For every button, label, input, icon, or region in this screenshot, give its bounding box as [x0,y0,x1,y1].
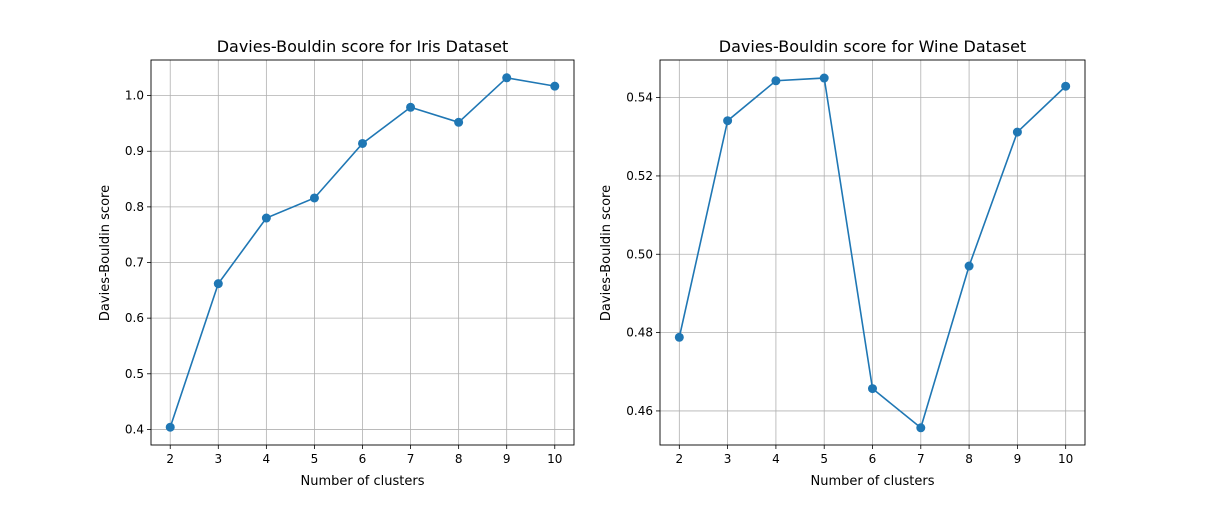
chart-title: Davies-Bouldin score for Iris Dataset [217,37,509,56]
data-point [406,102,416,112]
data-point [723,116,733,126]
y-tick-label: 0.46 [626,404,653,418]
x-tick-label: 4 [263,452,271,466]
data-point [165,422,175,432]
x-tick-label: 2 [675,452,683,466]
y-tick-label: 0.50 [626,247,653,261]
x-tick-label: 10 [1058,452,1073,466]
y-tick-label: 0.8 [125,200,144,214]
data-point [550,81,560,91]
data-point [502,73,512,83]
data-point [1012,127,1022,137]
x-tick-label: 7 [917,452,925,466]
y-tick-label: 0.5 [125,367,144,381]
y-tick-label: 1.0 [125,89,144,103]
data-point [916,423,926,433]
x-tick-label: 5 [820,452,828,466]
x-tick-label: 6 [359,452,367,466]
wine-chart: Davies-Bouldin score for Wine Dataset Nu… [599,37,1086,489]
x-tick-label: 9 [1014,452,1022,466]
y-tick-label: 0.9 [125,144,144,158]
x-tick-label: 8 [965,452,973,466]
y-tick-label: 0.54 [626,91,653,105]
x-tick-label: 10 [547,452,562,466]
y-tick-label: 0.48 [626,326,653,340]
data-point [771,76,781,86]
x-tick-label: 7 [407,452,415,466]
data-point [964,261,974,271]
x-tick-label: 9 [503,452,511,466]
x-tick-label: 3 [214,452,222,466]
x-tick-label: 2 [166,452,174,466]
y-tick-label: 0.7 [125,256,144,270]
x-tick-label: 6 [869,452,877,466]
y-tick-label: 0.4 [125,422,144,436]
grid [151,60,574,445]
y-axis-label: Davies-Bouldin score [98,185,113,321]
y-axis-label: Davies-Bouldin score [599,185,614,321]
plot-frame [659,59,1086,446]
chart-title: Davies-Bouldin score for Wine Dataset [719,37,1026,56]
data-point [309,193,319,203]
data-point [868,384,877,394]
x-axis-label: Number of clusters [810,474,934,489]
y-tick-label: 0.52 [626,169,653,183]
data-point [819,73,829,83]
x-tick-label: 4 [772,452,780,466]
data-point [454,117,464,127]
data-point [674,332,684,342]
x-tick-label: 3 [724,452,732,466]
data-point [1061,81,1071,91]
data-point [213,279,223,289]
data-point [358,138,367,148]
grid [660,60,1085,445]
x-tick-label: 5 [311,452,319,466]
x-tick-label: 8 [455,452,463,466]
plot-frame [150,59,575,446]
y-tick-label: 0.6 [125,311,144,325]
iris-chart: Davies-Bouldin score for Iris Dataset Nu… [98,37,575,489]
x-axis-label: Number of clusters [300,474,424,489]
data-point [261,213,271,223]
